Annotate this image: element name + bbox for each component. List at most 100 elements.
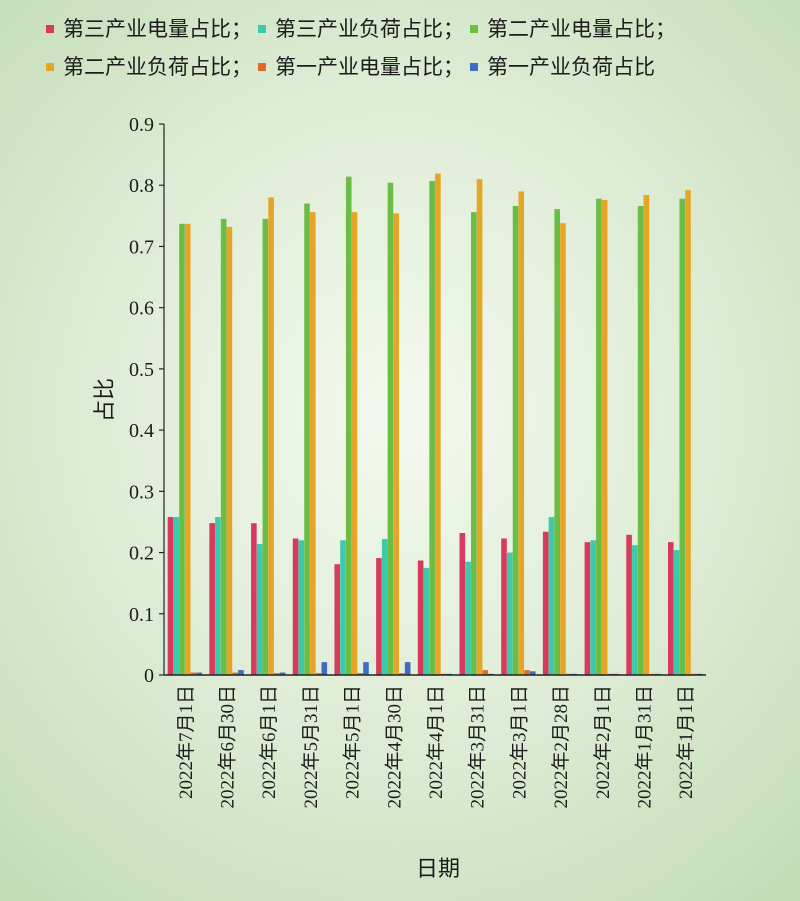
- bar: [512, 206, 519, 676]
- x-tick-label: 2022年3月31日: [467, 685, 489, 809]
- bar: [184, 223, 191, 676]
- bar: [173, 517, 180, 675]
- bar: [238, 670, 244, 675]
- bar: [471, 212, 477, 675]
- bar: [298, 540, 305, 675]
- bar: [506, 552, 513, 675]
- bar: [304, 203, 310, 675]
- bar: [357, 673, 364, 675]
- bar: [196, 672, 203, 675]
- y-tick-label: 0.7: [129, 236, 154, 258]
- legend-item: 第一产业电量占比；: [258, 54, 464, 80]
- bar: [542, 531, 549, 675]
- bar: [459, 532, 466, 675]
- bar: [601, 199, 608, 676]
- legend-label: 第一产业电量占比；: [275, 55, 464, 79]
- x-tick-label: 2022年1月1日: [675, 685, 697, 799]
- bar: [251, 523, 257, 675]
- bar: [190, 672, 197, 675]
- bar: [673, 550, 680, 675]
- bar: [351, 212, 358, 675]
- legend-swatch: [470, 63, 478, 71]
- bar: [632, 545, 638, 675]
- legend-label: 第二产业负荷占比；: [63, 55, 252, 79]
- bar: [476, 179, 483, 675]
- bar: [399, 673, 405, 675]
- y-axis-title: 占比: [92, 378, 117, 422]
- bar: [643, 195, 650, 675]
- y-tick-label: 0.4: [129, 420, 154, 442]
- chart-legend: 第三产业电量占比； 第三产业负荷占比； 第二产业电量占比； 第二产业负荷占比； 第一产业…: [46, 16, 786, 80]
- bar: [590, 540, 596, 675]
- bar: [363, 662, 369, 675]
- bar: [554, 209, 560, 675]
- bar: [429, 180, 435, 675]
- bar: [376, 558, 382, 675]
- y-tick-label: 0.3: [129, 481, 154, 503]
- bar: [292, 538, 299, 675]
- bar: [167, 517, 174, 675]
- bar: [381, 539, 388, 675]
- bar: [256, 543, 263, 675]
- y-tick-label: 0: [144, 665, 154, 687]
- legend-label: 第二产业电量占比；: [487, 17, 676, 41]
- bar: [679, 198, 686, 675]
- bar: [387, 182, 394, 675]
- x-tick-label: 2022年6月1日: [258, 685, 280, 799]
- bar: [334, 564, 341, 675]
- y-tick-label: 0.5: [129, 359, 154, 381]
- bar: [220, 218, 227, 675]
- x-tick-label: 2022年5月31日: [300, 685, 322, 809]
- x-tick-label: 2022年4月30日: [383, 685, 405, 809]
- legend-item: 第一产业负荷占比: [470, 54, 655, 80]
- y-tick-label: 0.9: [129, 114, 154, 136]
- bar: [404, 662, 411, 675]
- bar: [262, 218, 269, 675]
- bar: [268, 197, 274, 675]
- legend-label: 第一产业负荷占比: [487, 55, 655, 79]
- x-tick-label: 2022年3月1日: [508, 685, 530, 799]
- bar: [482, 670, 489, 675]
- x-tick-label: 2022年4月1日: [425, 685, 447, 799]
- legend-swatch: [46, 63, 54, 71]
- bar: [179, 223, 185, 676]
- bar: [209, 523, 215, 675]
- bar: [345, 176, 352, 675]
- x-tick-label: 2022年2月28日: [550, 685, 572, 809]
- legend-item: 第三产业负荷占比；: [258, 16, 464, 42]
- bar: [232, 672, 238, 675]
- bar: [215, 517, 221, 675]
- bar: [685, 190, 691, 675]
- y-tick-label: 0.8: [129, 175, 154, 197]
- y-tick-label: 0.1: [129, 604, 154, 626]
- bar: [501, 538, 507, 675]
- legend-item: 第二产业负荷占比；: [46, 54, 252, 80]
- bar: [584, 542, 591, 675]
- y-tick-label: 0.6: [129, 298, 154, 320]
- bar: [637, 206, 644, 676]
- bar: [596, 198, 602, 675]
- bar: [423, 567, 430, 675]
- bar: [315, 673, 322, 675]
- x-tick-label: 2022年7月1日: [175, 685, 197, 799]
- bar: [524, 670, 530, 675]
- y-tick-label: 0.2: [129, 543, 154, 565]
- x-tick-label: 2022年2月1日: [592, 685, 614, 799]
- x-tick-label: 2022年6月30日: [217, 685, 239, 809]
- bar: [340, 540, 346, 675]
- legend-item: 第二产业电量占比；: [470, 16, 676, 42]
- bar: [393, 213, 399, 675]
- bar: [435, 173, 441, 675]
- bar: [529, 671, 536, 675]
- bar: [667, 542, 674, 675]
- bar: [274, 673, 280, 675]
- legend-label: 第三产业负荷占比；: [275, 17, 464, 41]
- bar: [321, 662, 328, 675]
- bar: [626, 534, 632, 675]
- bar: [560, 223, 566, 675]
- bar: [310, 212, 316, 675]
- bar: [465, 561, 471, 675]
- legend-swatch: [46, 25, 54, 33]
- legend-swatch: [470, 25, 478, 33]
